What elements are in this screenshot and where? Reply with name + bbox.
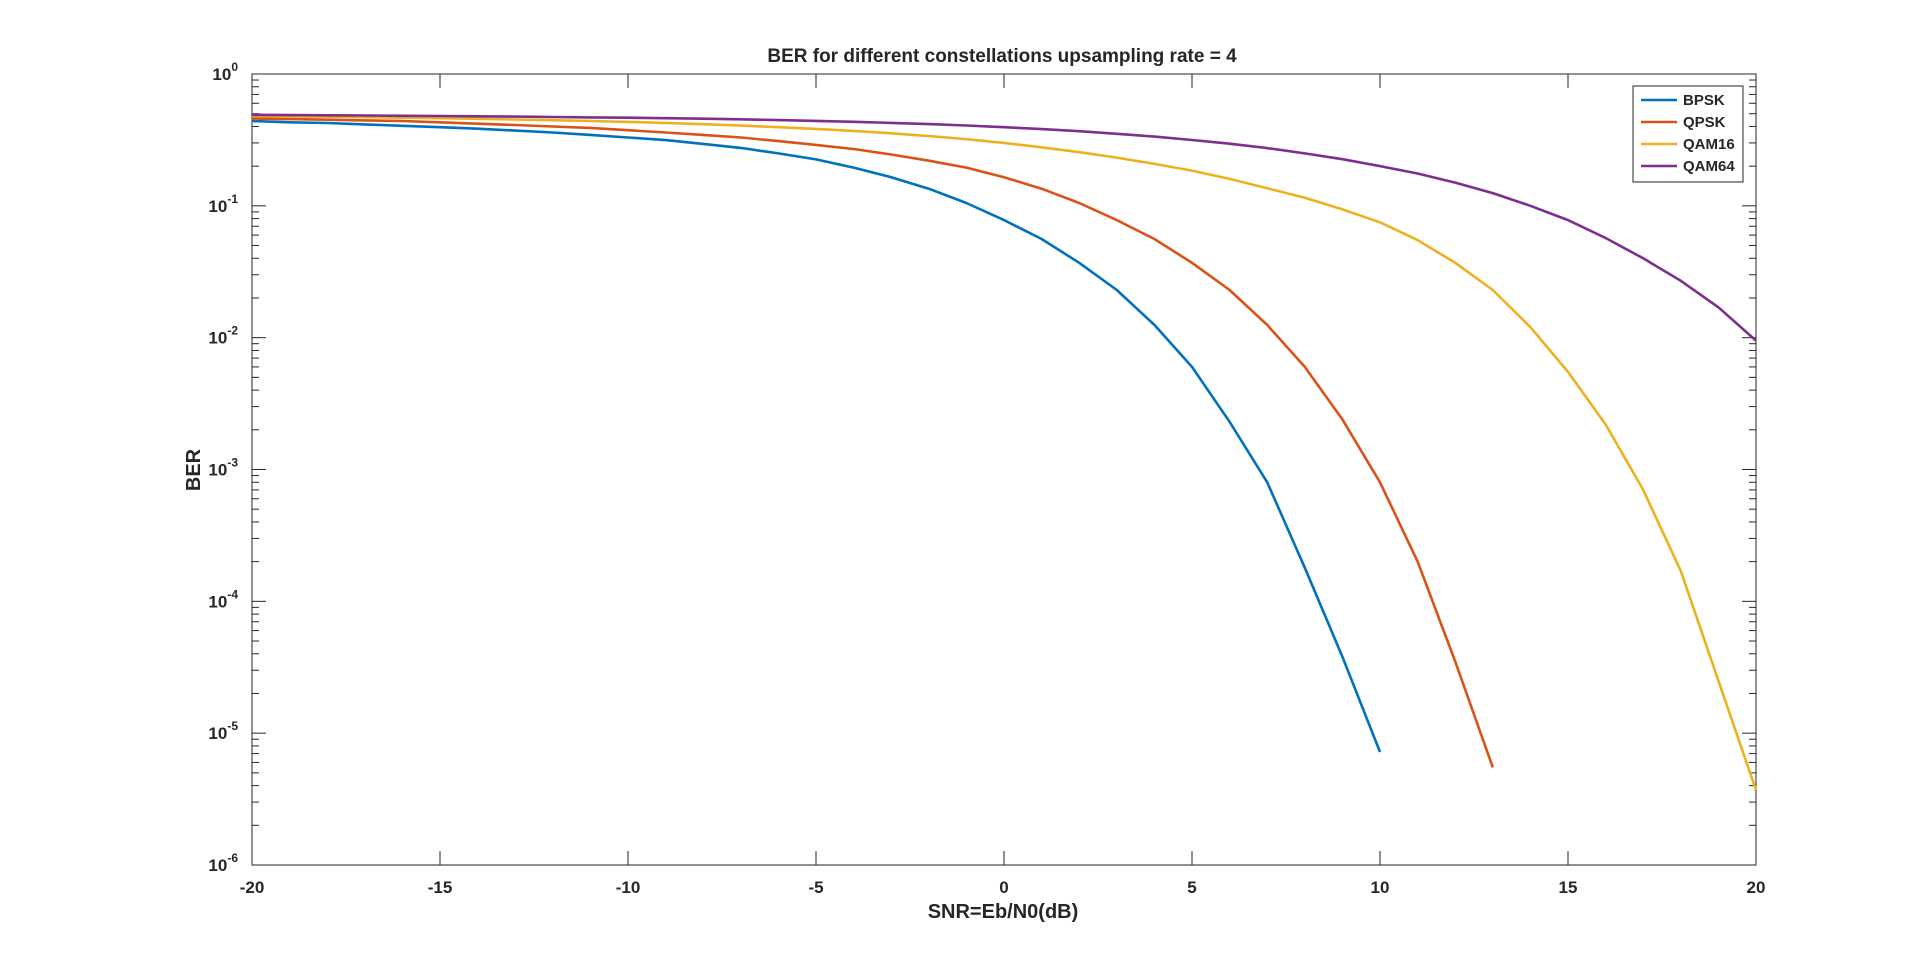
legend-label-qpsk: QPSK (1683, 114, 1726, 131)
axis-ticks: -20 -15 -10 -5 0 5 10 15 20 100 10-1 10-2 10-3 10-4 10… (208, 60, 1765, 897)
x-tick-label: 0 (999, 878, 1008, 897)
series-line-qpsk (251, 117, 1495, 768)
x-tick-label: 15 (1559, 878, 1578, 897)
y-tick-label: 10-3 (208, 456, 238, 480)
legend-label-qam16: QAM16 (1683, 136, 1735, 153)
y-tick-label: 10-6 (208, 851, 238, 875)
x-axis-label: SNR=Eb/N0(dB) (928, 901, 1079, 923)
y-tick-label: 10-1 (208, 192, 238, 216)
y-tick-label: 10-2 (208, 324, 238, 348)
series-line-qam16 (251, 114, 1758, 791)
series-line-bpsk (251, 119, 1382, 753)
axes-box (251, 73, 1757, 866)
y-axis-label: BER (183, 448, 205, 491)
y-tick-label: 100 (212, 60, 238, 84)
x-tick-label: 10 (1371, 878, 1390, 897)
x-tick-label: -20 (240, 878, 265, 897)
x-tick-label: -5 (808, 878, 823, 897)
x-tick-label: -15 (428, 878, 453, 897)
legend-label-bpsk: BPSK (1683, 92, 1725, 109)
y-tick-label: 10-4 (208, 587, 238, 611)
y-tick-label: 10-5 (208, 719, 238, 743)
legend: BPSK QPSK QAM16 QAM64 (1632, 85, 1744, 183)
legend-label-qam64: QAM64 (1683, 158, 1735, 175)
plot-area (251, 73, 1757, 866)
x-tick-label: 5 (1187, 878, 1196, 897)
x-tick-label: 20 (1747, 878, 1766, 897)
series-line-qam64 (251, 113, 1757, 342)
x-tick-label: -10 (616, 878, 641, 897)
series-lines (251, 113, 1758, 791)
chart-title: BER for different constellations upsampl… (767, 46, 1237, 67)
